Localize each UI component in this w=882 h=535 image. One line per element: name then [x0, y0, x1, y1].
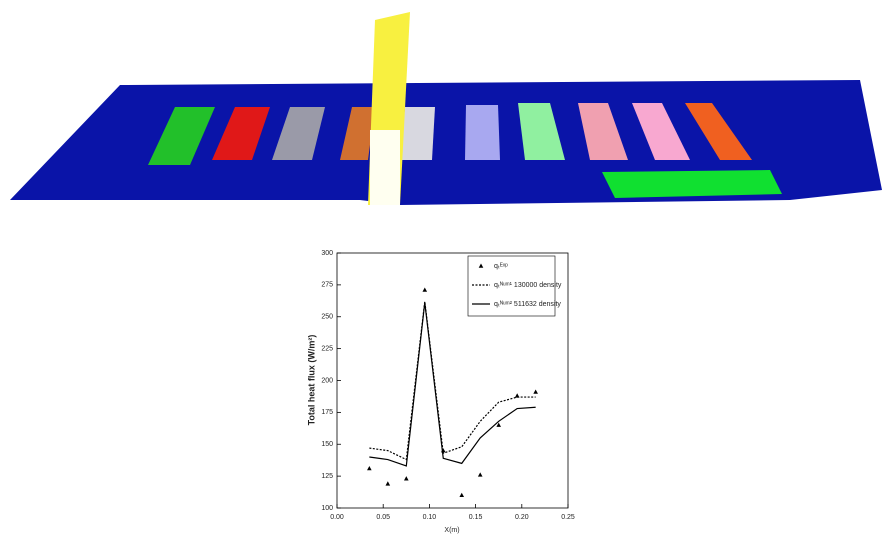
block: [602, 170, 782, 198]
strip: [400, 107, 435, 160]
strip: [685, 103, 752, 160]
x-tick-label: 0.25: [561, 514, 575, 521]
strip: [578, 103, 628, 160]
strip: [148, 107, 215, 165]
y-tick-label: 225: [321, 345, 333, 352]
legend-marker: [478, 263, 484, 268]
y-axis-label: Total heat flux (W/m²): [306, 335, 316, 426]
x-tick-label: 0.00: [330, 514, 344, 521]
y-tick-label: 100: [321, 505, 333, 512]
y-tick-label: 150: [321, 441, 333, 448]
y-tick-label: 175: [321, 409, 333, 416]
render-3d: [10, 12, 882, 205]
x-tick-label: 0.20: [515, 514, 529, 521]
strip: [340, 107, 375, 160]
chart: X(m) Total heat flux (W/m²) 100 125 150 175…: [306, 250, 575, 534]
data-point: [533, 389, 538, 394]
legend-label: qₜᴺᵘᵐ² 511632 density: [494, 301, 561, 308]
x-axis-label: X(m): [444, 527, 459, 534]
strip: [518, 103, 565, 160]
strip: [465, 105, 500, 160]
strip: [632, 103, 690, 160]
data-point: [385, 481, 391, 486]
data-point: [459, 492, 465, 498]
data-point: [477, 472, 483, 477]
legend-label: qₜᴺᵘᵐ¹ 130000 density: [494, 282, 562, 289]
strip: [272, 107, 325, 160]
y-tick-label: 125: [321, 473, 333, 480]
data-line: [369, 301, 536, 461]
data-point: [422, 287, 428, 292]
data-point: [404, 476, 409, 481]
legend-box: [467, 255, 556, 317]
strip: [212, 107, 270, 160]
x-tick-label: 0.15: [469, 514, 483, 521]
y-tick-label: 275: [321, 282, 333, 289]
x-tick-label: 0.05: [376, 514, 390, 521]
x-tick-label: 0.10: [423, 514, 437, 521]
data-point: [496, 422, 501, 427]
data-point: [367, 465, 372, 471]
y-tick-label: 200: [321, 377, 333, 384]
y-tick-label: 300: [321, 250, 333, 257]
data-line: [369, 302, 536, 467]
y-tick-label: 250: [321, 314, 333, 321]
plume-core: [370, 130, 400, 205]
legend-label: qₜᴱˣᵖ: [494, 263, 508, 270]
